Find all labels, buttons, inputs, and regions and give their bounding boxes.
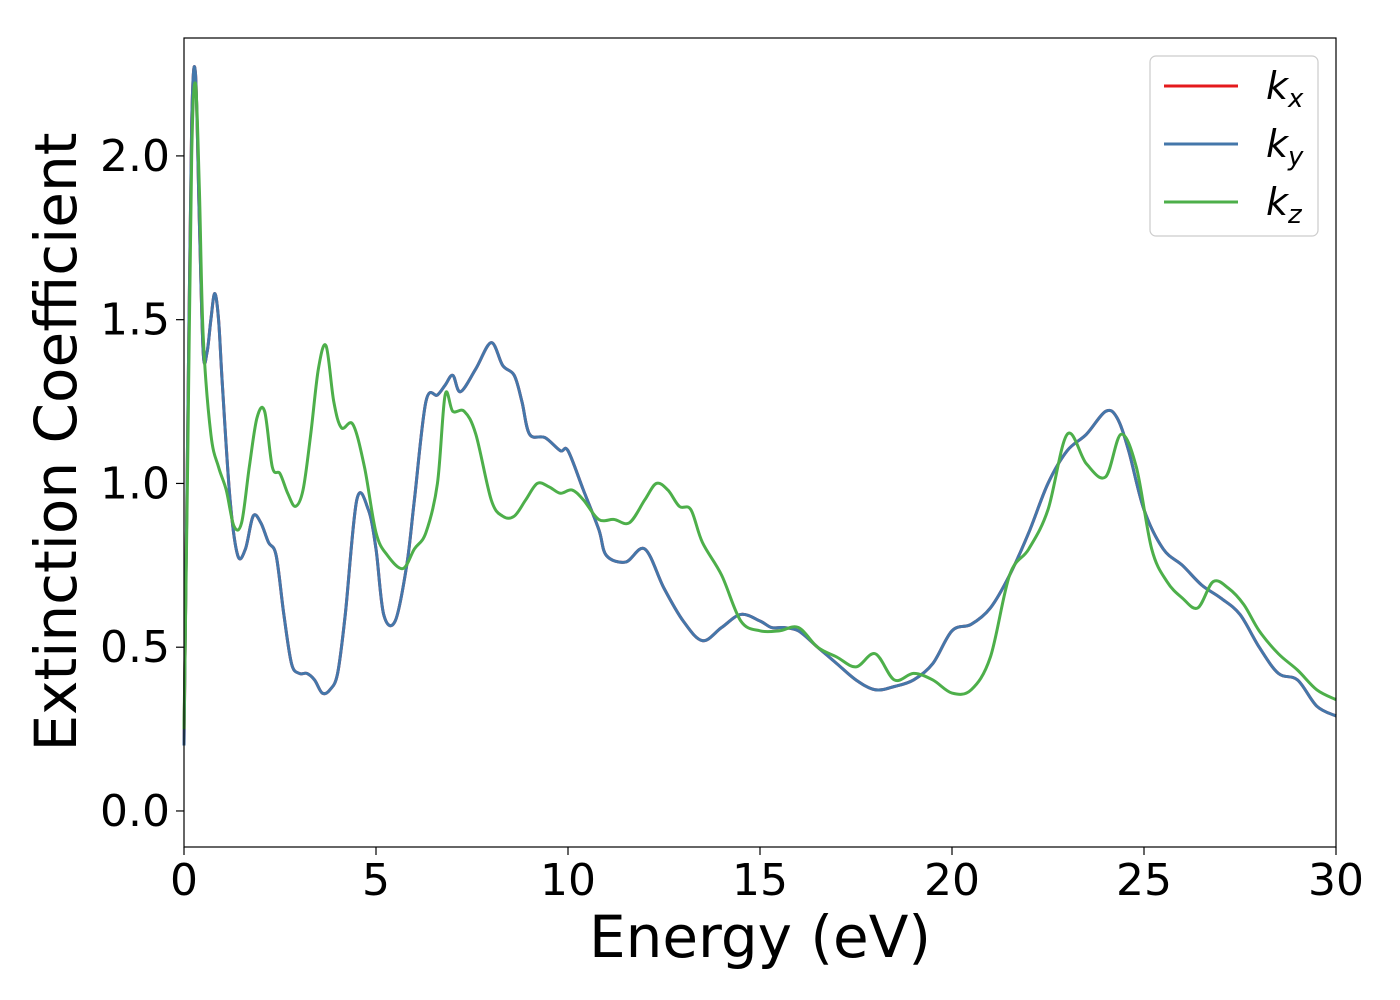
y-axis-label: Extinction Coefficient [22,133,90,752]
x-tick-label: 15 [732,855,788,906]
legend-label-y: ky [1266,122,1304,172]
series-layer [182,65,1337,746]
y-tick-label: 1.5 [100,295,170,346]
x-tick-label: 20 [924,855,980,906]
x-axis-label: Energy (eV) [589,903,931,971]
legend-label-sub: y [1287,142,1304,172]
x-tick-label: 0 [170,855,198,906]
legend-label-z: kz [1266,180,1303,230]
series-line-z [182,81,1337,730]
y-tick-label: 2.0 [100,131,170,182]
legend-box [1149,55,1319,237]
legend-label-sub: x [1287,84,1304,114]
legend-label-main: k [1266,122,1290,166]
y-tick-label: 0.0 [100,786,170,837]
x-axis: 0 5 10 15 20 25 30 [170,847,1364,906]
x-tick-label: 5 [362,855,390,906]
legend-label-x: kx [1266,64,1304,114]
legend-label-main: k [1266,64,1290,108]
y-tick-label: 0.5 [100,622,170,673]
y-axis: 0.0 0.5 1.0 1.5 2.0 [100,131,184,837]
x-tick-label: 25 [1116,855,1172,906]
series-line-y [182,65,1337,746]
y-tick-label: 1.0 [100,458,170,509]
legend-label-sub: z [1287,200,1303,230]
legend-label-main: k [1266,180,1290,224]
x-tick-label: 10 [540,855,596,906]
x-tick-label: 30 [1308,855,1364,906]
